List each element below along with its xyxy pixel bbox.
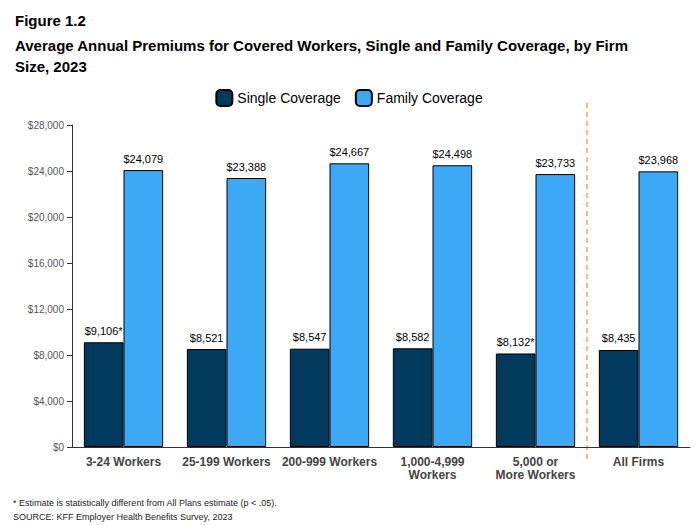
svg-text:3-24 Workers: 3-24 Workers [86, 455, 161, 469]
svg-text:$8,547: $8,547 [293, 331, 327, 343]
svg-text:$23,733: $23,733 [535, 157, 575, 169]
svg-text:Average Annual Premiums for Co: Average Annual Premiums for Covered Work… [15, 37, 632, 54]
svg-text:$28,000: $28,000 [28, 120, 65, 131]
svg-text:SOURCE: KFF Employer Health Be: SOURCE: KFF Employer Health Benefits Sur… [13, 512, 232, 522]
svg-text:$8,000: $8,000 [33, 350, 64, 361]
svg-text:Size, 2023: Size, 2023 [15, 58, 87, 75]
svg-text:$8,435: $8,435 [602, 332, 636, 344]
svg-text:$4,000: $4,000 [33, 396, 64, 407]
svg-text:$24,000: $24,000 [28, 166, 65, 177]
svg-text:$24,667: $24,667 [329, 146, 369, 158]
svg-text:Workers: Workers [409, 468, 457, 482]
svg-text:$12,000: $12,000 [28, 304, 65, 315]
svg-text:More Workers: More Workers [496, 468, 576, 482]
svg-text:$20,000: $20,000 [28, 212, 65, 223]
svg-text:5,000 or: 5,000 or [513, 455, 559, 469]
svg-text:* Estimate is statistically di: * Estimate is statistically different fr… [13, 498, 277, 508]
svg-text:$8,521: $8,521 [190, 332, 224, 344]
svg-text:$8,582: $8,582 [396, 331, 430, 343]
svg-text:1,000-4,999: 1,000-4,999 [400, 455, 464, 469]
svg-text:$0: $0 [53, 442, 65, 453]
svg-text:Single Coverage: Single Coverage [237, 90, 341, 106]
svg-text:$16,000: $16,000 [28, 258, 65, 269]
svg-text:$23,968: $23,968 [638, 154, 678, 166]
svg-text:$9,106*: $9,106* [85, 325, 124, 337]
svg-text:All Firms: All Firms [613, 455, 665, 469]
svg-text:Figure 1.2: Figure 1.2 [15, 12, 86, 29]
svg-text:$24,498: $24,498 [432, 148, 472, 160]
svg-text:25-199 Workers: 25-199 Workers [182, 455, 271, 469]
svg-text:$8,132*: $8,132* [497, 336, 536, 348]
svg-text:200-999 Workers: 200-999 Workers [282, 455, 378, 469]
svg-text:Family Coverage: Family Coverage [377, 90, 483, 106]
svg-text:$24,079: $24,079 [123, 153, 163, 165]
svg-text:$23,388: $23,388 [226, 161, 266, 173]
